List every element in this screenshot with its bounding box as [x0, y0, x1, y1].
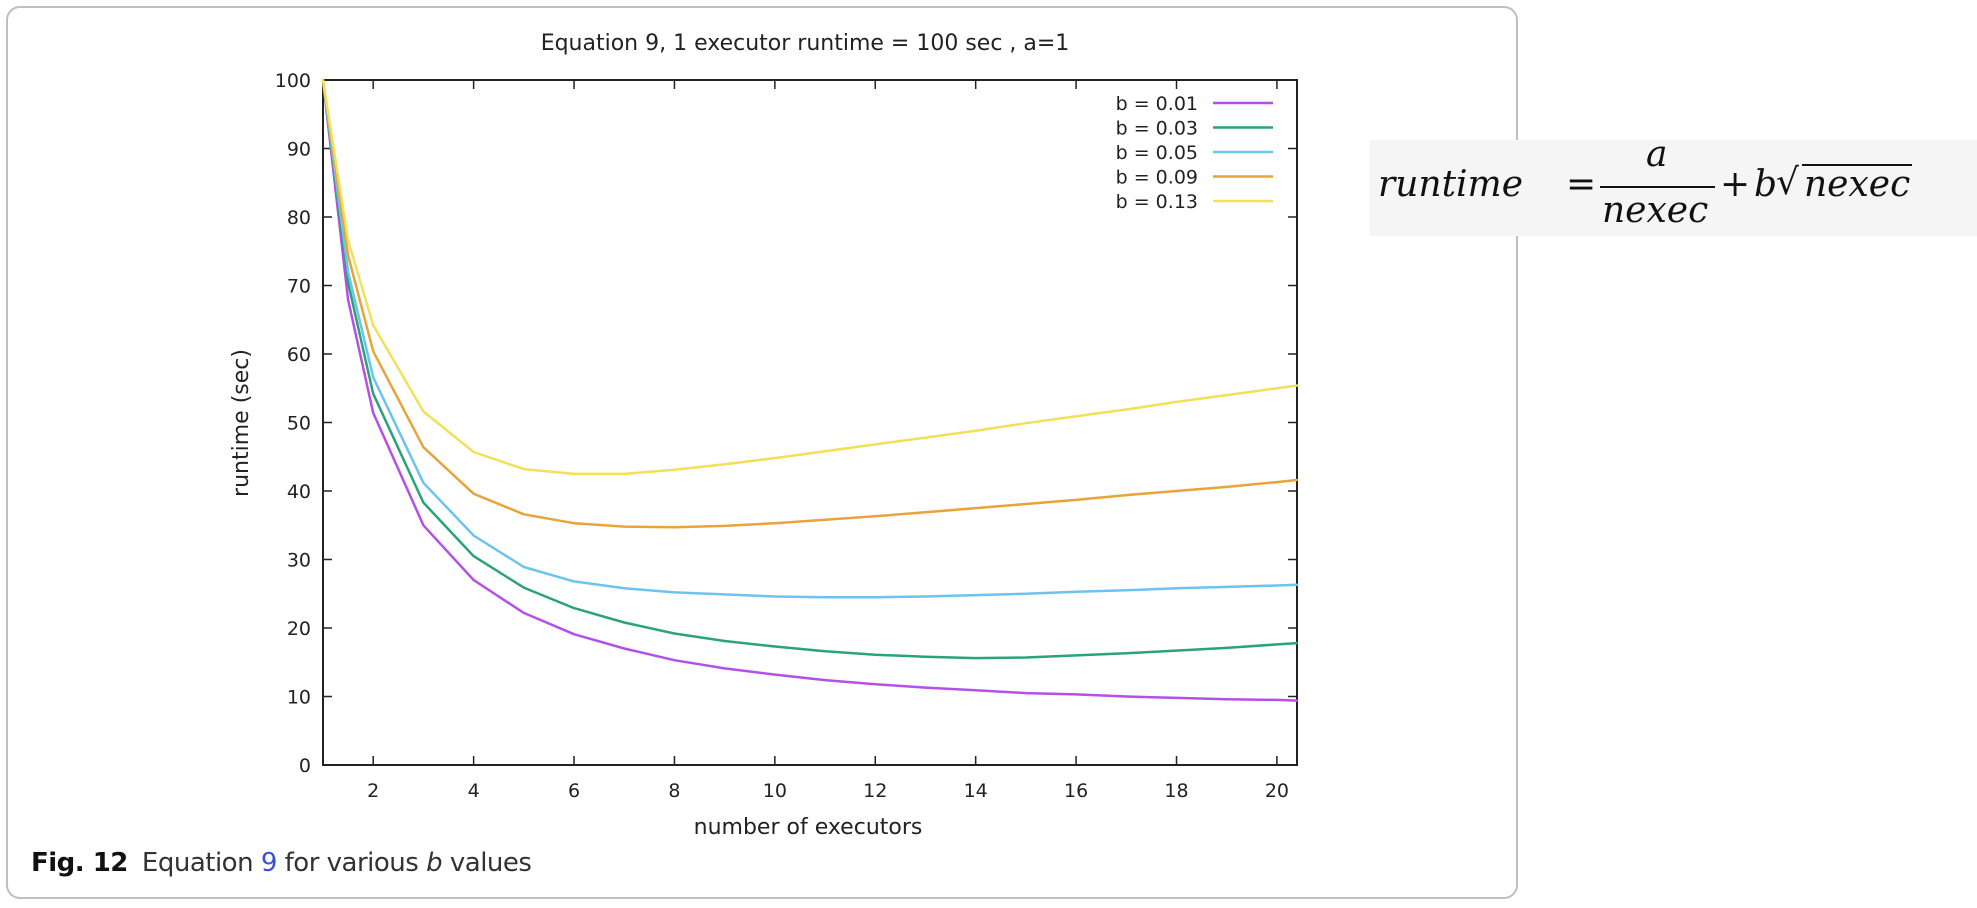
x-tick-label: 20	[1265, 780, 1289, 802]
formula-lhs: runtime	[1378, 164, 1524, 205]
y-tick-label: 10	[287, 687, 311, 709]
y-axis: 0 10 20 30 40 50 60 70 80 90 100	[275, 70, 1297, 777]
formula-denominator: nexec	[1602, 190, 1709, 231]
series-line-0	[321, 78, 1299, 702]
formula-numerator: a	[1646, 134, 1668, 175]
x-axis: 2 4 6 8 10 12 14 16 18 20	[367, 80, 1289, 802]
legend-label: b = 0.09	[1116, 167, 1198, 189]
y-tick-label: 40	[287, 481, 311, 503]
series-line-1	[321, 78, 1299, 660]
y-tick-label: 50	[287, 413, 311, 435]
fraction-bar	[1600, 186, 1715, 188]
figure-label: Fig. 12	[31, 848, 128, 878]
caption-text-mid: for various	[276, 848, 427, 878]
legend-label: b = 0.01	[1116, 93, 1198, 115]
x-tick-label: 16	[1064, 780, 1088, 802]
y-tick-label: 20	[287, 618, 311, 640]
x-axis-label: number of executors	[694, 815, 923, 840]
y-tick-label: 70	[287, 276, 311, 298]
caption-text-after: values	[442, 848, 532, 878]
equation-reference-link[interactable]: 9	[260, 848, 278, 878]
formula-equals: =	[1566, 164, 1597, 205]
caption-text-before: Equation	[141, 848, 261, 878]
x-tick-label: 2	[367, 780, 379, 802]
y-tick-label: 90	[287, 139, 311, 161]
caption-b-variable: b	[426, 848, 443, 878]
formula-radicand: nexec	[1804, 164, 1911, 205]
series-line-2	[321, 78, 1299, 599]
y-tick-label: 0	[299, 755, 311, 777]
x-tick-label: 10	[763, 780, 787, 802]
x-tick-label: 4	[468, 780, 480, 802]
x-tick-label: 8	[668, 780, 680, 802]
formula-plus: +	[1720, 164, 1751, 205]
x-tick-label: 14	[964, 780, 988, 802]
x-tick-label: 12	[863, 780, 887, 802]
x-tick-label: 18	[1164, 780, 1188, 802]
legend-label: b = 0.03	[1116, 118, 1198, 140]
series-lines	[321, 78, 1299, 702]
sqrt-overbar	[1802, 164, 1912, 166]
y-tick-label: 100	[275, 70, 311, 92]
line-chart: Equation 9, 1 executor runtime = 100 sec…	[229, 31, 1299, 840]
legend: b = 0.01 b = 0.03b = 0.05 b = 0.09b = 0.13	[1116, 93, 1273, 213]
series-line-4	[321, 78, 1299, 476]
y-axis-label: runtime (sec)	[229, 349, 254, 497]
formula-coefficient: b	[1754, 164, 1778, 205]
formula-box: runtime = a nexec + b √ nexec	[1370, 134, 1977, 236]
figure-caption: Fig. 12 Equation 9 for various b values	[31, 848, 532, 878]
y-tick-label: 80	[287, 207, 311, 229]
y-tick-label: 30	[287, 550, 311, 572]
legend-label: b = 0.13	[1116, 191, 1198, 213]
chart-title: Equation 9, 1 executor runtime = 100 sec…	[541, 31, 1070, 56]
sqrt-icon: √	[1776, 162, 1799, 203]
y-tick-label: 60	[287, 344, 311, 366]
series-line-3	[321, 78, 1299, 529]
figure-frame	[6, 6, 1518, 899]
legend-label: b = 0.05	[1116, 142, 1198, 164]
x-tick-label: 6	[568, 780, 580, 802]
